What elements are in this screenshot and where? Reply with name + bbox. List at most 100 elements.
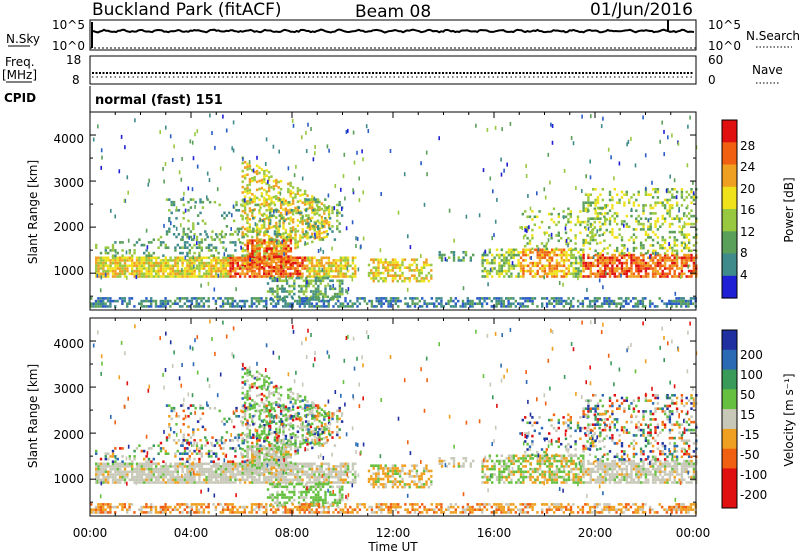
velocity-echo-cell bbox=[234, 465, 236, 468]
velocity-echo-cell bbox=[208, 450, 210, 453]
power-echo-cell bbox=[570, 213, 572, 216]
power-echo-cell bbox=[606, 247, 608, 250]
power-echo-cell bbox=[529, 251, 531, 254]
power-echo-cell bbox=[623, 305, 625, 308]
power-echo-cell bbox=[232, 241, 234, 244]
power-echo-cell bbox=[198, 305, 200, 308]
power-echo-cell bbox=[531, 237, 533, 240]
velocity-echo-cell bbox=[220, 476, 222, 479]
power-noise-cell bbox=[669, 175, 671, 179]
power-echo-cell bbox=[503, 275, 505, 278]
power-echo-cell bbox=[143, 273, 145, 276]
power-echo-cell bbox=[620, 302, 622, 305]
power-noise-cell bbox=[124, 145, 126, 149]
power-echo-cell bbox=[213, 254, 215, 257]
power-echo-cell bbox=[375, 258, 377, 261]
power-echo-cell bbox=[337, 259, 339, 262]
power-echo-cell bbox=[339, 282, 341, 285]
power-echo-cell bbox=[261, 192, 263, 195]
power-echo-cell bbox=[311, 265, 313, 268]
power-echo-cell bbox=[254, 198, 256, 201]
power-echo-cell bbox=[669, 223, 671, 226]
power-echo-cell bbox=[199, 212, 201, 215]
power-echo-cell bbox=[186, 252, 188, 255]
power-echo-cell bbox=[570, 229, 572, 232]
power-echo-cell bbox=[277, 270, 279, 273]
power-echo-cell bbox=[640, 270, 642, 273]
power-echo-cell bbox=[681, 273, 683, 276]
power-echo-cell bbox=[505, 270, 507, 273]
power-echo-cell bbox=[671, 196, 673, 199]
power-echo-cell bbox=[254, 263, 256, 266]
power-echo-cell bbox=[404, 302, 406, 305]
power-echo-cell bbox=[541, 242, 543, 245]
velocity-echo-cell bbox=[217, 465, 219, 468]
power-echo-cell bbox=[618, 233, 620, 236]
power-echo-cell bbox=[556, 262, 558, 265]
power-echo-cell bbox=[100, 262, 102, 265]
power-echo-cell bbox=[302, 201, 304, 204]
power-echo-cell bbox=[167, 267, 169, 270]
power-echo-cell bbox=[680, 302, 682, 305]
power-echo-cell bbox=[247, 239, 249, 242]
power-echo-cell bbox=[546, 254, 548, 257]
power-noise-cell bbox=[527, 194, 529, 198]
velocity-echo-cell bbox=[352, 465, 354, 468]
power-echo-cell bbox=[394, 277, 396, 280]
velocity-echo-cell bbox=[145, 473, 147, 476]
power-echo-cell bbox=[164, 297, 166, 300]
velocity-echo-cell bbox=[186, 465, 188, 468]
power-echo-cell bbox=[189, 275, 191, 278]
power-echo-cell bbox=[598, 234, 600, 237]
velocity-echo-cell bbox=[100, 463, 102, 466]
power-echo-cell bbox=[341, 214, 343, 217]
power-echo-cell bbox=[310, 220, 312, 223]
velocity-echo-cell bbox=[102, 468, 104, 471]
power-echo-cell bbox=[214, 201, 216, 204]
power-echo-cell bbox=[671, 265, 673, 268]
power-echo-cell bbox=[364, 297, 366, 300]
power-echo-cell bbox=[112, 273, 114, 276]
power-noise-cell bbox=[359, 198, 361, 202]
power-echo-cell bbox=[426, 302, 428, 305]
power-echo-cell bbox=[671, 302, 673, 305]
power-echo-cell bbox=[674, 239, 676, 242]
velocity-echo-cell bbox=[100, 471, 102, 474]
power-echo-cell bbox=[145, 273, 147, 276]
velocity-echo-cell bbox=[335, 465, 337, 468]
power-echo-cell bbox=[189, 259, 191, 262]
power-echo-cell bbox=[263, 226, 265, 229]
power-echo-cell bbox=[177, 259, 179, 262]
power-echo-cell bbox=[515, 275, 517, 278]
velocity-echo-cell bbox=[162, 479, 164, 482]
power-echo-cell bbox=[313, 305, 315, 308]
power-echo-cell bbox=[638, 275, 640, 278]
power-echo-cell bbox=[693, 259, 695, 262]
power-echo-cell bbox=[311, 262, 313, 265]
power-echo-cell bbox=[263, 234, 265, 237]
power-echo-cell bbox=[673, 300, 675, 303]
velocity-echo-cell bbox=[198, 468, 200, 471]
power-noise-cell bbox=[608, 148, 610, 152]
power-echo-cell bbox=[688, 270, 690, 273]
power-echo-cell bbox=[501, 259, 503, 262]
power-echo-cell bbox=[522, 275, 524, 278]
velocity-echo-cell bbox=[133, 450, 135, 453]
velocity-echo-cell bbox=[138, 479, 140, 482]
power-noise-cell bbox=[347, 290, 349, 294]
power-echo-cell bbox=[575, 267, 577, 270]
power-echo-cell bbox=[519, 305, 521, 308]
power-echo-cell bbox=[630, 273, 632, 276]
power-echo-cell bbox=[184, 244, 186, 247]
power-echo-cell bbox=[285, 273, 287, 276]
power-echo-cell bbox=[177, 273, 179, 276]
power-echo-cell bbox=[307, 214, 309, 217]
power-echo-cell bbox=[282, 224, 284, 227]
power-echo-cell bbox=[676, 201, 678, 204]
velocity-echo-cell bbox=[148, 458, 150, 461]
power-echo-cell bbox=[305, 214, 307, 217]
velocity-echo-cell bbox=[340, 473, 342, 476]
power-echo-cell bbox=[186, 262, 188, 265]
power-echo-cell bbox=[256, 247, 258, 250]
velocity-echo-cell bbox=[172, 465, 174, 468]
